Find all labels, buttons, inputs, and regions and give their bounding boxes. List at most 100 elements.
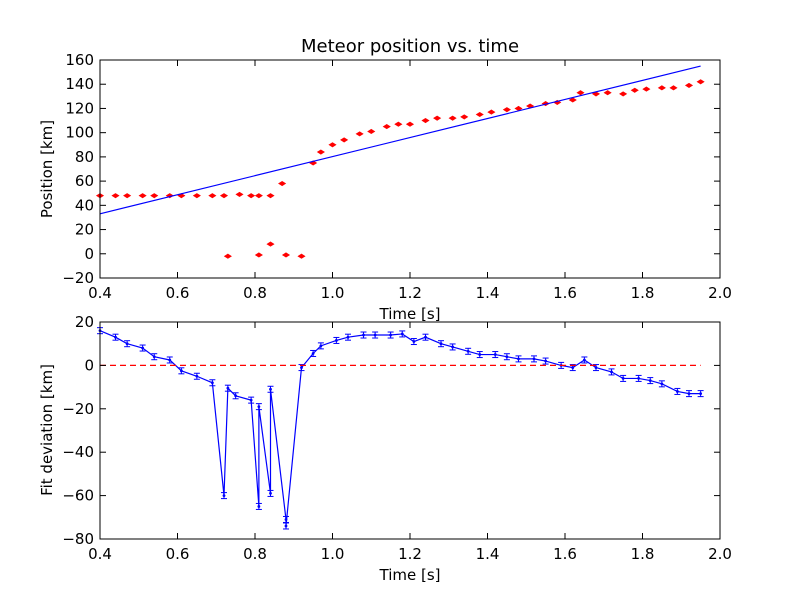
bottom-data-point [389,333,393,337]
top-xtick-label: 0.8 [243,284,267,302]
bottom-data-point [412,340,416,343]
bottom-data-point [466,349,470,353]
bottom-data-point [582,358,586,362]
bottom-xtick-label: 1.6 [553,545,577,563]
bottom-data-point [311,352,315,355]
bottom-data-point [571,366,575,369]
bottom-data-point [179,369,183,373]
top-chart-ylabel: Position [km] [38,120,56,218]
top-ytick-label: −20 [62,269,94,287]
bottom-data-point [610,370,613,374]
top-data-point [405,121,415,127]
top-data-point [642,86,651,92]
top-data-point [281,252,291,258]
bottom-data-point [660,382,664,386]
bottom-data-point [400,332,404,336]
top-chart-title: Meteor position vs. time [301,36,519,57]
bottom-data-point [544,359,548,363]
bottom-data-point [168,358,172,362]
bottom-data-point [284,524,288,528]
bottom-data-point [451,345,455,349]
bottom-data-point [300,366,303,369]
bottom-data-point [226,386,230,390]
bottom-data-point [493,353,497,356]
bottom-xtick-label: 1.0 [321,545,345,563]
top-data-point [192,193,201,199]
bottom-data-point [648,379,652,382]
bottom-data-point [152,355,156,359]
top-data-point [316,149,325,155]
bottom-xtick-label: 0.4 [88,545,112,563]
top-xtick-label: 0.6 [166,284,190,302]
top-ytick-label: 60 [75,172,94,190]
top-ytick-label: 100 [65,124,94,142]
top-data-point [603,90,612,96]
bottom-data-point [362,333,365,337]
top-xtick-label: 1.6 [553,284,577,302]
bottom-ytick-label: −40 [62,443,94,461]
top-data-point [223,253,232,259]
bottom-chart-xlabel: Time [s] [379,566,441,584]
bottom-ytick-label: 20 [75,313,94,331]
bottom-data-point [675,390,679,393]
top-ytick-label: 80 [75,148,94,166]
bottom-ytick-label: −80 [62,530,94,548]
bottom-data-point [637,377,641,380]
top-data-point [247,193,256,199]
top-data-point [340,137,349,143]
bottom-data-point [517,357,520,361]
bottom-data-point [195,374,199,378]
top-data-point [502,107,511,113]
top-data-point [421,118,430,124]
top-data-point [487,109,496,115]
top-data-point [619,91,628,97]
bottom-data-point [346,335,350,339]
top-data-point [355,131,364,137]
top-data-point [278,180,287,187]
bottom-xtick-label: 1.2 [398,545,422,563]
top-data-point [576,90,585,96]
top-data-point [669,85,678,91]
top-chart-ticks: 0.4 0.6 0.8 1.0 1.2 1.4 1.6 1.8 2.0 −20 0 20 40 60 80 1… [62,51,732,302]
top-ytick-label: 40 [75,196,94,214]
top-data-point [475,111,484,118]
bottom-chart-ylabel: Fit deviation [km] [38,364,56,496]
top-ytick-label: 20 [75,221,94,239]
top-xtick-label: 1.0 [321,284,345,302]
top-ytick-label: 120 [65,99,94,117]
top-data-point [138,193,147,199]
bottom-data-point [269,387,272,391]
top-data-point [111,193,120,199]
top-data-point [696,79,705,85]
bottom-data-point [249,398,253,402]
top-data-point [328,142,337,148]
top-chart-marks [95,65,705,259]
top-data-point [254,252,263,258]
top-data-point [266,241,275,247]
top-series-line [99,65,701,215]
top-data-point [123,193,132,199]
bottom-data-point [532,357,536,361]
top-data-point [297,253,306,259]
bottom-data-point [319,344,323,348]
top-data-point [514,105,523,111]
top-data-point [460,114,469,120]
bottom-xtick-label: 1.8 [631,545,655,563]
bottom-data-point [284,518,288,521]
bottom-data-point [234,394,238,398]
bottom-data-point [141,346,145,350]
bottom-data-point [699,392,703,396]
top-data-point [684,82,694,88]
top-data-point [208,193,217,199]
bottom-data-point [594,366,598,369]
bottom-data-point [334,339,338,342]
bottom-data-point [125,342,129,346]
bottom-chart-marks [97,327,704,530]
top-data-point [630,87,639,93]
bottom-ytick-label: 0 [84,356,94,374]
top-chart-xlabel: Time [s] [379,305,441,323]
bottom-data-point [257,405,261,409]
top-ytick-label: 0 [84,245,94,263]
